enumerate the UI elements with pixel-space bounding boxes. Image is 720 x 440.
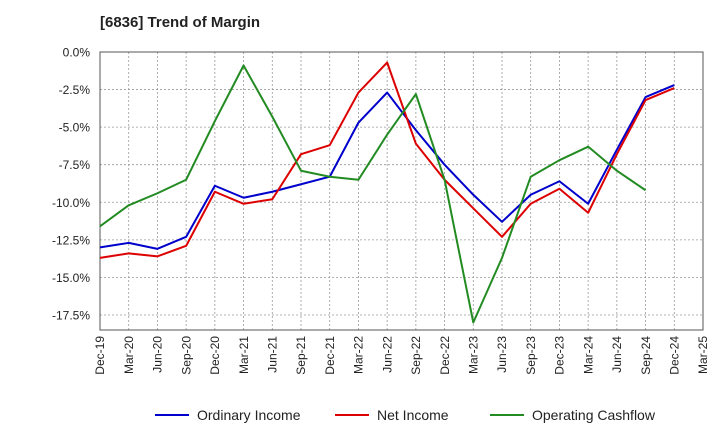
chart-title: [6836] Trend of Margin [100, 14, 261, 31]
x-tick-label: Mar-21 [237, 336, 251, 374]
y-tick-label: -15.0% [52, 271, 90, 285]
legend: Ordinary Income Net Income Operating Cashf… [0, 404, 720, 426]
legend-item: Net Income [335, 404, 449, 426]
x-tick-label: Jun-22 [380, 336, 394, 373]
legend-label: Net Income [377, 407, 449, 423]
x-tick-label: Mar-23 [466, 336, 480, 374]
series-lines [99, 61, 675, 324]
x-tick-label: Dec-20 [208, 336, 222, 375]
series-line-ordinary-income [99, 84, 675, 250]
x-tick-label: Jun-24 [610, 336, 624, 373]
x-tick-label: Mar-22 [352, 336, 366, 374]
plot-frame [99, 51, 704, 331]
legend-item: Operating Cashflow [490, 404, 655, 426]
legend-swatch [155, 414, 189, 416]
x-tick-label: Jun-23 [495, 336, 509, 373]
x-tick-label: Dec-22 [438, 336, 452, 375]
series-line-net-income [99, 61, 675, 259]
legend-item: Ordinary Income [155, 404, 300, 426]
x-tick-label: Jun-20 [151, 336, 165, 373]
y-tick-label: -7.5% [59, 158, 91, 172]
series-line-operating-cashflow [99, 64, 647, 324]
x-tick-label: Dec-19 [93, 336, 107, 375]
x-tick-label: Dec-21 [323, 336, 337, 375]
legend-swatch [335, 414, 369, 416]
x-tick-label: Dec-23 [553, 336, 567, 375]
y-tick-label: 0.0% [63, 46, 91, 60]
y-tick-label: -2.5% [59, 83, 91, 97]
y-tick-label: -12.5% [52, 233, 90, 247]
legend-label: Operating Cashflow [532, 407, 655, 423]
x-tick-label: Mar-25 [696, 336, 710, 374]
x-tick-label: Sep-20 [179, 336, 193, 375]
grid [99, 51, 704, 330]
axes: 0.0% -2.5% -5.0% -7.5% -10.0% -12.5% -15.0% -17… [52, 46, 710, 375]
y-tick-label: -10.0% [52, 196, 90, 210]
y-tick-label: -5.0% [59, 121, 91, 135]
y-tick-label: -17.5% [52, 308, 90, 322]
legend-swatch [490, 414, 524, 416]
x-tick-label: Mar-24 [581, 336, 595, 374]
x-tick-label: Sep-22 [409, 336, 423, 375]
x-tick-label: Sep-23 [524, 336, 538, 375]
legend-label: Ordinary Income [197, 407, 301, 423]
x-tick-label: Mar-20 [122, 336, 136, 374]
x-tick-label: Sep-24 [639, 336, 653, 375]
x-tick-label: Sep-21 [294, 336, 308, 375]
line-chart: 0.0% -2.5% -5.0% -7.5% -10.0% -12.5% -15.0% -17… [52, 46, 710, 375]
x-tick-label: Dec-24 [667, 336, 681, 375]
x-tick-label: Jun-21 [265, 336, 279, 373]
